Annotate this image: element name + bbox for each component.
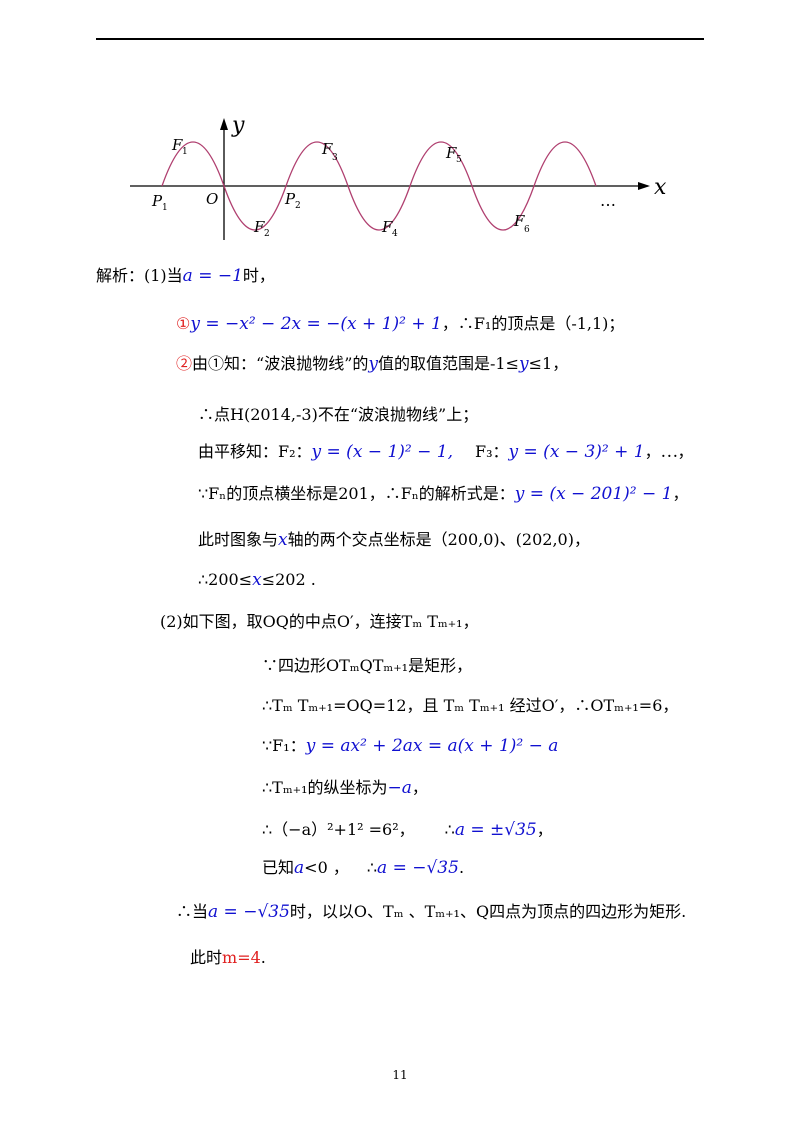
circle-number-2: ② xyxy=(176,354,193,373)
text-fragment: 由平移知：F₂： xyxy=(198,442,312,461)
label-F3: F xyxy=(321,140,333,158)
text-fragment: 时， xyxy=(242,266,275,285)
solution-line-13: ∴Tₘ₊₁的纵坐标为−a， xyxy=(262,776,428,800)
label-P1-sub: 1 xyxy=(162,203,168,213)
text-fragment: ∴200≤ xyxy=(198,570,253,589)
text-fragment: 轴的两个交点坐标是（200,0)、(202,0)， xyxy=(287,530,590,549)
x-axis-label: x xyxy=(654,175,667,200)
text-fragment: 由①知：“波浪抛物线”的 xyxy=(192,354,369,373)
label-F1-sub: 1 xyxy=(182,147,188,157)
label-P2: P xyxy=(284,190,296,208)
dots-label: … xyxy=(600,191,616,210)
label-F3-sub: 3 xyxy=(332,153,338,163)
formula-a-pm-sqrt35: a = ±√35 xyxy=(454,820,537,840)
text-fragment: ≤202 . xyxy=(261,570,316,589)
text-fragment: ∴（−a）²+1² =6²， xyxy=(262,820,415,839)
text-fragment: ， xyxy=(672,484,689,503)
text-fragment: 时，以以O、Tₘ 、Tₘ₊₁、Q四点为顶点的四边形为矩形. xyxy=(289,902,687,921)
answer-m: m=4 xyxy=(222,948,261,967)
solution-line-8: ∴200≤x≤202 . xyxy=(198,568,316,592)
label-F5: F xyxy=(445,144,457,162)
formula-f1: y = −x² − 2x = −(x + 1)² + 1 xyxy=(190,314,442,334)
text-fragment: ，⋯， xyxy=(644,442,694,461)
text-fragment: ≤1， xyxy=(528,354,569,373)
text-fragment: 此时 xyxy=(190,948,223,967)
solution-line-10: ∵四边形OTₘQTₘ₊₁是矩形， xyxy=(262,656,473,675)
solution-line-11: ∴Tₘ Tₘ₊₁=OQ=12，且 Tₘ Tₘ₊₁ 经过O′，∴OTₘ₊₁=6， xyxy=(262,696,679,715)
solution-line-6: ∵Fₙ的顶点横坐标是201，∴Fₙ的解析式是：y = (x − 201)² − … xyxy=(198,482,689,506)
label-P1: P xyxy=(151,192,163,210)
header-rule xyxy=(96,38,704,40)
label-F5-sub: 5 xyxy=(456,155,462,165)
solution-line-12: ∵F₁：y = ax² + 2ax = a(x + 1)² − a xyxy=(262,734,558,758)
text-fragment: 值的取值范围是-1≤ xyxy=(378,354,519,373)
solution-line-1: 解析：(1)当a = −1时， xyxy=(96,264,275,288)
text-fragment: ，∴F₁的顶点是（-1,1)； xyxy=(441,314,625,333)
origin-label: O xyxy=(206,190,218,208)
formula-f3: y = (x − 3)² + 1 xyxy=(508,442,645,462)
solution-line-4: ∴点H(2014,-3)不在“波浪抛物线”上； xyxy=(198,405,479,424)
label-P2-sub: 2 xyxy=(295,201,301,211)
text-fragment: . xyxy=(260,948,266,967)
text-fragment: ∵F₁： xyxy=(262,736,306,755)
wave-parabola-figure: y x O … F 1 F 2 F 3 F 4 F 5 F 6 P 1 P 2 xyxy=(130,113,667,240)
var-y: y xyxy=(519,354,529,374)
formula-fn: y = (x − 201)² − 1 xyxy=(514,484,673,504)
formula-f1-general: y = ax² + 2ax = a(x + 1)² − a xyxy=(305,736,559,756)
label-F6-sub: 6 xyxy=(524,225,530,235)
text-fragment: F₃： xyxy=(475,442,509,461)
var-y: y xyxy=(368,354,378,374)
var-minus-a: −a xyxy=(387,778,412,798)
text-fragment: ， xyxy=(411,778,428,797)
page-number: 11 xyxy=(392,1068,408,1082)
label-F2: F xyxy=(253,218,265,236)
formula-a-minus-sqrt35: a = −√35 xyxy=(208,902,290,922)
text-fragment: ∴ xyxy=(444,820,455,839)
y-axis-label: y xyxy=(231,113,245,138)
solution-line-15: 已知a<0 ， ∴a = −√35. xyxy=(262,856,464,880)
text-fragment: ∴当 xyxy=(176,902,209,921)
label-F4-sub: 4 xyxy=(392,229,398,239)
label-F4: F xyxy=(381,218,393,236)
label-F6: F xyxy=(513,212,525,230)
var-a: a xyxy=(294,858,305,878)
solution-line-14: ∴（−a）²+1² =6²， ∴a = ±√35， xyxy=(262,818,553,842)
solution-line-16: ∴当a = −√35时，以以O、Tₘ 、Tₘ₊₁、Q四点为顶点的四边形为矩形. xyxy=(176,900,686,924)
formula-a-minus-sqrt35: a = −√35 xyxy=(377,858,459,878)
var-x: x xyxy=(252,570,262,590)
solution-line-7: 此时图象与x轴的两个交点坐标是（200,0)、(202,0)， xyxy=(198,528,590,552)
text-fragment: ∴ xyxy=(366,858,378,877)
var-x: x xyxy=(278,530,288,550)
circle-number-1: ① xyxy=(176,314,191,333)
text-fragment: ， xyxy=(536,820,553,839)
text-fragment: . xyxy=(458,858,465,877)
solution-line-17: 此时m=4. xyxy=(190,946,266,970)
solution-heading: 解析：(1)当 xyxy=(96,266,183,285)
solution-line-2: ①y = −x² − 2x = −(x + 1)² + 1，∴F₁的顶点是（-1… xyxy=(176,312,624,336)
text-fragment: 此时图象与 xyxy=(198,530,279,549)
formula-a-equals-minus1: a = −1 xyxy=(182,266,243,286)
solution-line-5: 由平移知：F₂：y = (x − 1)² − 1, F₃：y = (x − 3)²… xyxy=(198,440,694,464)
text-fragment: ∵Fₙ的顶点横坐标是201，∴Fₙ的解析式是： xyxy=(198,484,515,503)
formula-f2: y = (x − 1)² − 1, xyxy=(311,442,453,462)
text-fragment: 已知 xyxy=(262,858,295,877)
text-fragment: ∴Tₘ₊₁的纵坐标为 xyxy=(262,778,388,797)
label-F1: F xyxy=(171,136,183,154)
solution-line-9: (2)如下图，取OQ的中点O′，连接Tₘ Tₘ₊₁， xyxy=(160,612,479,631)
solution-line-3: ②由①知：“波浪抛物线”的y值的取值范围是-1≤y≤1， xyxy=(176,352,568,376)
label-F2-sub: 2 xyxy=(264,229,270,239)
text-fragment: <0 ， xyxy=(304,858,349,877)
